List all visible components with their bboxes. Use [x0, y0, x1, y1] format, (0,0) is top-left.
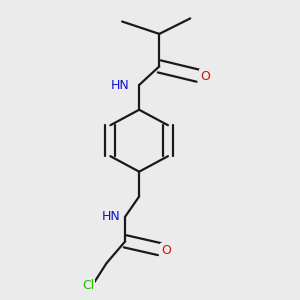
Text: O: O — [200, 70, 210, 83]
Text: HN: HN — [111, 79, 130, 92]
Text: O: O — [161, 244, 171, 256]
Text: Cl: Cl — [82, 279, 94, 292]
Text: HN: HN — [102, 210, 121, 223]
